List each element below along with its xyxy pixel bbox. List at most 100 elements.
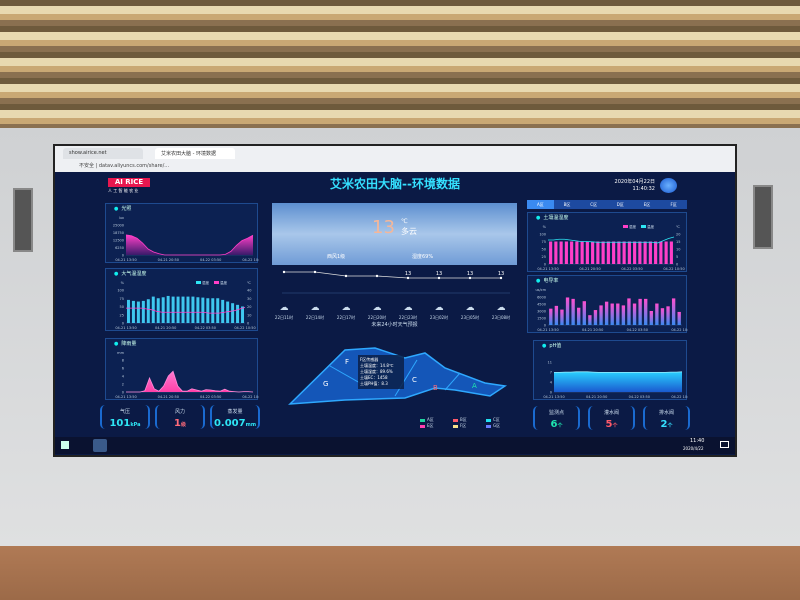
zone-border (394, 359, 418, 397)
browser-taskbar-icon[interactable] (93, 439, 107, 452)
y2-unit: ℃ (247, 281, 251, 285)
ceiling-wood-slats (0, 0, 800, 128)
map-legend: A区 B区 C区 E区 F区 G区 (420, 417, 520, 429)
soil-panel: 土壤温湿度 0 25 50 75 100 0 5 10 15 20 04-21 13:50 04-21… (527, 212, 687, 272)
left-speaker (13, 188, 33, 252)
right-speaker (753, 185, 773, 249)
legend-swatch (486, 418, 491, 422)
legend-label: G区 (493, 423, 501, 428)
illumination-line-area (126, 234, 253, 255)
temperature-line (126, 306, 246, 314)
forecast-caption: 未来24小时天气预报 (371, 322, 418, 328)
stat-value: 101 (109, 418, 131, 429)
y-tick-label: 75 (120, 297, 124, 301)
stat-label: 蒸发量 (227, 409, 243, 415)
ec-bar (554, 305, 559, 325)
forecast-temp-label: 13 (436, 271, 442, 277)
partly-cloudy-icon: ☁ (497, 303, 506, 313)
zone-label-c[interactable]: C (412, 376, 417, 384)
tooltip-line: 土壤湿度：89.6% (360, 369, 393, 374)
tooltip-line: 土壤EC：1458 (360, 375, 388, 380)
y2-tick-label: 15 (676, 240, 680, 244)
y-tick-label: 7 (550, 371, 552, 375)
zone-label-b[interactable]: B (433, 384, 438, 392)
legend-swatch (214, 281, 219, 284)
y-tick-label: 100 (539, 233, 546, 237)
ec-bar (638, 298, 642, 325)
soil-humidity-bar (596, 241, 600, 264)
address-bar[interactable]: 不安全 | datav.aliyuncs.com/share/... (79, 163, 170, 169)
y-tick-label: 75 (542, 240, 546, 244)
zone-tab[interactable]: F区 (670, 202, 677, 207)
stat-card: 气压 101kPa (100, 405, 150, 429)
humidity-bar (201, 297, 205, 323)
temperature-unit: ℃ (401, 218, 408, 225)
forecast-point (468, 276, 472, 280)
forecast-point (313, 270, 317, 274)
humidity-bar (231, 303, 235, 323)
humidity-bar (136, 301, 140, 323)
soil-humidity-bar (617, 241, 621, 264)
ec-bar (599, 305, 603, 325)
y-unit: % (121, 281, 125, 285)
forecast-point (282, 270, 286, 274)
soil-humidity-bar (606, 241, 610, 264)
header-time: 11:40:32 (632, 186, 655, 192)
forecast-time: 23日02时 (430, 314, 448, 320)
x-tick-label: 04-22 10:50 (671, 328, 688, 332)
x-tick-label: 04-21 13:50 (543, 395, 564, 399)
browser-tab-active[interactable]: 艾米农田大脑 - 环境数据 (155, 148, 235, 159)
air-chart: 0 25 50 75 100 0 10 20 30 40 04-21 13:50 04-21 20:5… (115, 280, 255, 330)
y-tick-label: 50 (542, 248, 546, 252)
stat-label: 灌水阀 (603, 410, 619, 416)
soil-humidity-bar (559, 241, 563, 264)
humidity-bar (226, 301, 230, 323)
zone-tab[interactable]: D区 (616, 202, 624, 207)
globe-icon (660, 178, 677, 193)
legend-swatch (623, 225, 628, 228)
x-tick-label: 04-21 13:50 (115, 258, 136, 262)
logo-subtitle: 人 工 智 能 农 业 (108, 188, 139, 193)
legend-swatch (641, 225, 646, 228)
humidity-bar (216, 298, 220, 323)
zone-tab[interactable]: E区 (643, 202, 651, 207)
y2-tick-label: 20 (676, 233, 680, 237)
forecast-point (344, 274, 348, 278)
y-tick-label: 3000 (537, 310, 546, 314)
zone-tab[interactable]: B区 (563, 202, 571, 207)
stat-label: 风力 (174, 409, 185, 415)
map-legend-item: G区 (486, 423, 519, 429)
zone-label-a[interactable]: A (472, 382, 477, 390)
map-legend-item: E区 (420, 423, 453, 429)
ec-bar (616, 303, 620, 325)
ec-panel: 电导率 0 1500 3000 4500 6000 04-21 13:50 04-21 20… (527, 275, 688, 333)
zone-label-g[interactable]: G (323, 380, 328, 388)
notification-icon[interactable] (720, 441, 729, 448)
ec-bar (582, 301, 586, 325)
y-tick-label: 100 (117, 289, 124, 293)
soil-humidity-bar (643, 241, 647, 264)
ec-bar (677, 311, 681, 325)
zone-tab[interactable]: A区 (527, 200, 554, 209)
wind-info: 西风1级 (327, 254, 346, 260)
y-tick-label: 4500 (537, 303, 546, 307)
ec-bar (666, 306, 670, 325)
x-tick-label: 04-21 20:50 (579, 267, 600, 271)
zone-tab[interactable]: C区 (590, 202, 598, 207)
y-tick-label: 6 (122, 367, 124, 371)
soil-humidity-bar (654, 241, 658, 264)
zone-label-f[interactable]: F (345, 358, 349, 366)
soil-humidity-bar (622, 241, 626, 264)
soil-humidity-bar (648, 241, 652, 264)
windows-start-icon[interactable] (61, 441, 69, 449)
stat-value: 1 (174, 418, 181, 429)
ec-bar (588, 315, 592, 325)
taskbar-time: 11:40 (690, 438, 705, 444)
legend-label: B区 (460, 417, 467, 422)
x-tick-label: 04-22 03:50 (621, 267, 642, 271)
ec-bar (627, 298, 631, 325)
soil-humidity-bar (591, 241, 595, 264)
stat-label: 排水阀 (658, 410, 674, 416)
stat-value: 2 (660, 419, 668, 430)
browser-tab[interactable]: show.airice.net (63, 148, 143, 159)
